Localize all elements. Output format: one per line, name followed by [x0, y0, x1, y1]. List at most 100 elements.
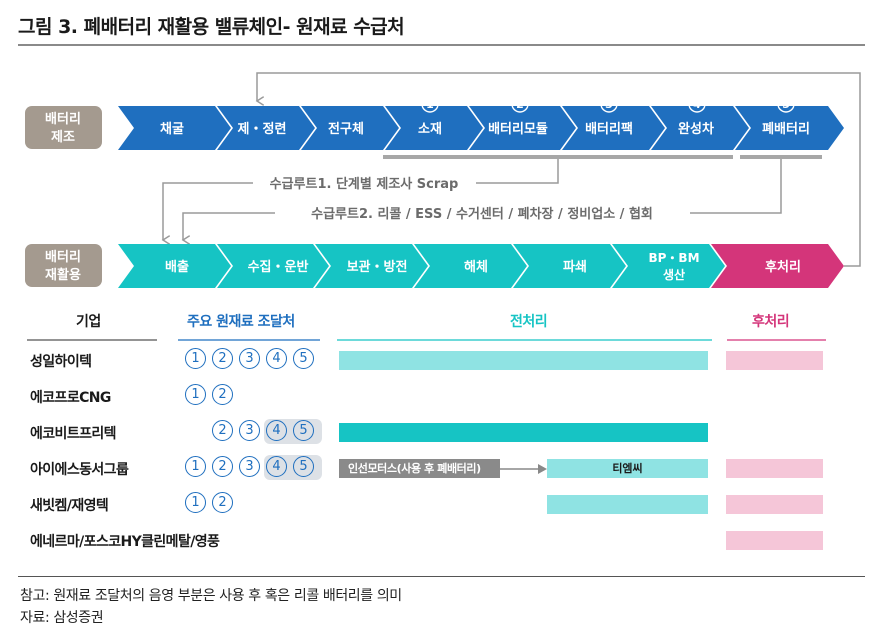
source-circle: 1	[185, 384, 206, 405]
chevron-precursor	[301, 106, 399, 150]
chevron-collection	[217, 244, 329, 288]
source-circle: 1	[185, 492, 206, 513]
bottom-row-label-line2: 재활용	[45, 267, 81, 283]
number-badge-text: 3	[605, 98, 613, 111]
source-circle: 5	[293, 456, 314, 477]
footnote: 참고: 원재료 조달처의 음영 부분은 사용 후 혹은 리콜 배터리를 의미	[20, 588, 402, 604]
postprocess-bar	[726, 495, 823, 514]
top-stage-label: 배터리팩	[585, 121, 633, 137]
source-circle: 2	[212, 420, 233, 441]
chevron-refining	[217, 106, 315, 150]
header-preprocess: 전처리	[510, 314, 548, 330]
chevron-bp-bm	[612, 244, 725, 288]
scrap-bracket	[383, 155, 733, 159]
chevron-post-process	[711, 244, 844, 288]
subsidiary-bar: 티엠씨	[547, 459, 708, 478]
bottom-stage-label: 파쇄	[563, 259, 587, 275]
figure-title: 그림 3. 폐배터리 재활용 밸류체인- 원재료 수급처	[18, 16, 405, 38]
route2-line	[690, 159, 782, 214]
bottom-row-label-box	[25, 244, 102, 287]
company-name: 에코프로CNG	[30, 390, 111, 406]
bottom-stage-label: 해체	[464, 259, 488, 275]
route2-label: 수급루트2. 리콜 / ESS / 수거센터 / 폐차장 / 정비업소 / 협회	[311, 206, 653, 222]
top-stage-label: 소재	[418, 122, 442, 137]
route1-line	[476, 159, 559, 184]
company-name: 에코비트프리텍	[30, 426, 117, 442]
chevron-mining	[118, 106, 231, 150]
source-circle: 1	[185, 456, 206, 477]
chevron-vehicle	[651, 106, 749, 150]
company-name: 아이에스동서그룹	[30, 462, 129, 478]
recycler-partner-bar: 인선모터스(사용 후 폐배터리)	[339, 459, 500, 478]
source-circle: 2	[212, 456, 233, 477]
company-name: 성일하이텍	[30, 354, 92, 370]
row4-arrowhead	[538, 464, 547, 474]
chevron-battery-pack	[562, 106, 665, 150]
source-circle: 4	[266, 420, 287, 441]
number-badge-text: 2	[516, 98, 524, 111]
source-circle: 2	[212, 384, 233, 405]
source-circle: 2	[212, 348, 233, 369]
route2-arrow	[183, 212, 275, 240]
postprocess-bar	[726, 531, 823, 550]
source-circle: 1	[185, 348, 206, 369]
top-stage-label: 배터리모듈	[488, 121, 548, 137]
top-chevron-group	[118, 106, 844, 150]
number-badge-text: 4	[693, 98, 701, 111]
source-circle: 3	[239, 420, 260, 441]
top-row-label-box	[25, 106, 102, 149]
source-circle: 5	[293, 420, 314, 441]
source-circle: 4	[266, 348, 287, 369]
source-note: 자료: 삼성증권	[20, 610, 104, 626]
source-circles: 2 3 4 5	[182, 419, 322, 446]
top-stage-label: 전구체	[328, 121, 364, 137]
top-row-label-line2: 제조	[51, 130, 75, 145]
bottom-row-label-line1: 배터리	[45, 249, 81, 265]
top-stage-label: 채굴	[160, 122, 184, 137]
number-badge	[600, 95, 618, 113]
number-badge	[777, 95, 795, 113]
top-stage-label: 제・정련	[238, 121, 287, 137]
route1-arrow	[163, 182, 253, 240]
footer-rule	[18, 576, 865, 577]
number-badge-text: 5	[782, 98, 790, 111]
number-badge-text: 1	[426, 98, 434, 111]
loop-arrow	[257, 72, 861, 267]
bottom-stage-label: 후처리	[765, 259, 801, 275]
header-postprocess: 후처리	[752, 314, 790, 330]
preprocess-bar	[339, 351, 708, 370]
source-circles: 1 2 3 4 5	[182, 455, 322, 482]
source-circles: 1 2 3 4 5	[182, 348, 322, 374]
top-row-label-line1: 배터리	[45, 111, 81, 127]
bottom-stage-label: 배출	[165, 259, 189, 275]
number-badge	[688, 95, 706, 113]
chevron-storage	[315, 244, 428, 288]
source-circle: 4	[266, 456, 287, 477]
bottom-stage-label-2: 생산	[663, 267, 685, 282]
chevron-dismantle	[414, 244, 527, 288]
recall-bracket	[740, 155, 822, 159]
bottom-stage-label: 보관・방전	[347, 259, 408, 275]
preprocess-bar	[547, 495, 708, 514]
source-circles: 1 2	[182, 492, 242, 518]
title-rule	[18, 44, 865, 46]
chevron-discharge	[118, 244, 231, 288]
top-stage-label: 폐배터리	[762, 121, 810, 137]
company-name: 새빗켐/재영텍	[30, 498, 109, 514]
source-circles: 1 2	[182, 384, 242, 410]
postprocess-bar	[726, 459, 823, 478]
chevron-battery-module	[469, 106, 576, 150]
header-company: 기업	[76, 314, 101, 330]
bottom-chevron-group	[118, 244, 725, 288]
bottom-stage-label: BP・BM	[648, 251, 699, 265]
number-badge	[421, 95, 439, 113]
source-circle: 3	[239, 456, 260, 477]
route1-label: 수급루트1. 단계별 제조사 Scrap	[270, 176, 459, 192]
postprocess-bar	[726, 351, 823, 370]
chevron-material	[385, 106, 483, 150]
source-circle: 5	[293, 348, 314, 369]
number-badge	[511, 95, 529, 113]
chevron-shred	[513, 244, 626, 288]
